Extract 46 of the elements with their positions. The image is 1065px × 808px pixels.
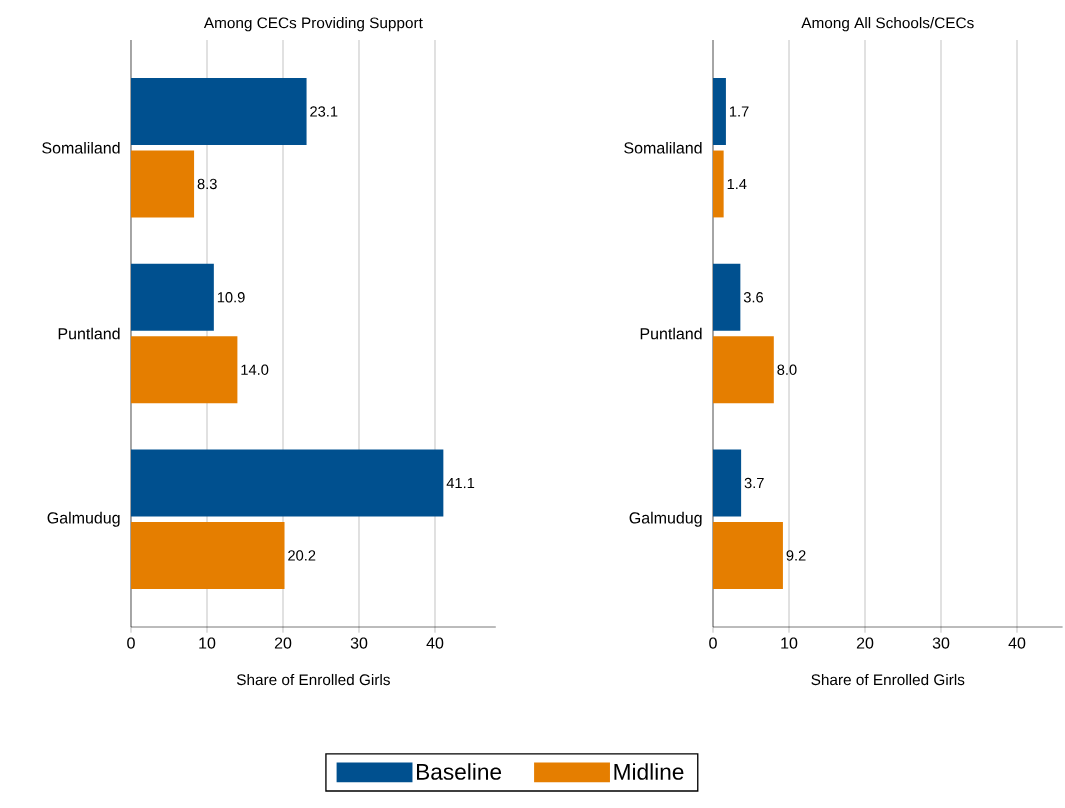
bar: [713, 150, 724, 218]
legend-label: Midline: [614, 763, 684, 780]
x-tick-label: 40: [1008, 637, 1026, 649]
y-tick-label: Puntland: [640, 327, 702, 340]
y-tick-label: Somaliland: [624, 141, 702, 154]
x-tick-label: 10: [781, 637, 798, 649]
chart-title: Among All Schools/CECs: [801, 17, 974, 32]
data-label: 10.9: [217, 292, 245, 303]
data-label: 9.2: [786, 550, 806, 561]
bar: [713, 78, 726, 145]
y-tick-label: Somaliland: [42, 141, 120, 154]
data-label: 3.6: [743, 292, 764, 303]
data-label: 1.7: [729, 106, 749, 117]
data-label: 8.0: [777, 364, 797, 375]
x-tick-label: 0: [709, 637, 717, 649]
x-axis-title: Share of Enrolled Girls: [811, 673, 965, 686]
data-label: 41.1: [446, 478, 475, 489]
y-tick-label: Puntland: [58, 327, 120, 340]
bar: [131, 78, 307, 145]
x-tick-label: 20: [274, 637, 292, 649]
x-tick-label: 20: [856, 637, 874, 649]
x-axis-title: Share of Enrolled Girls: [236, 673, 390, 686]
data-label: 1.4: [727, 178, 747, 190]
bar: [131, 522, 285, 589]
chart-title: Among CECs Providing Support: [203, 17, 423, 32]
bar: [131, 336, 238, 404]
data-label: 20.2: [288, 550, 316, 561]
x-tick-label: 30: [350, 637, 368, 649]
data-label: 3.7: [744, 477, 764, 489]
legend-label: Baseline: [417, 763, 502, 780]
data-label: 23.1: [310, 106, 338, 117]
x-tick-label: 30: [932, 637, 950, 649]
bar: [131, 449, 444, 517]
data-label: 8.3: [197, 178, 217, 190]
y-tick-label: Galmudug: [47, 511, 120, 527]
x-tick-label: 10: [199, 637, 216, 649]
x-tick-label: 40: [426, 637, 444, 649]
bar: [131, 150, 195, 218]
data-label: 14.0: [241, 364, 269, 375]
x-tick-label: 0: [127, 637, 135, 649]
y-tick-label: Galmudug: [629, 511, 702, 527]
bar: [713, 336, 774, 404]
bar: [713, 522, 783, 589]
bar: [713, 263, 741, 331]
bar: [713, 449, 742, 517]
bar: [131, 263, 214, 331]
